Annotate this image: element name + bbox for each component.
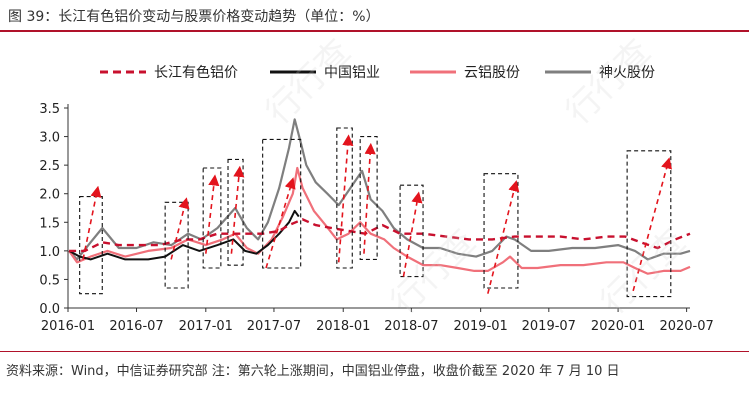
x-tick-label: 2019-01 (453, 319, 507, 334)
annotation-arrow (170, 197, 190, 260)
x-tick-label: 2018-07 (384, 319, 438, 334)
legend-label: 云铝股份 (464, 65, 520, 81)
annotation-box (79, 196, 103, 295)
annotation-box (359, 136, 378, 260)
annotation-box (483, 173, 519, 289)
y-tick-label: 1.5 (39, 216, 60, 231)
legend-label: 长江有色铝价 (154, 64, 238, 81)
annotation-arrow (82, 185, 102, 260)
x-tick-label: 2020-01 (591, 319, 645, 334)
y-tick-label: 0.5 (39, 273, 60, 288)
x-tick-label: 2016-01 (41, 319, 95, 334)
x-tick-label: 2017-01 (179, 319, 233, 334)
x-tick-label: 2017-07 (247, 319, 301, 334)
annotation-arrow (632, 157, 672, 292)
y-tick-label: 2.0 (39, 188, 60, 203)
y-tick-label: 2.5 (39, 159, 60, 174)
title-bar: 图 39：长江有色铝价变动与股票价格变动趋势（单位：%） (0, 0, 749, 32)
source-note: 资料来源：Wind，中信证券研究部 注：第六轮上涨期间，中国铝业停盘，收盘价截至… (6, 364, 620, 379)
y-tick-label: 0.0 (39, 302, 60, 317)
annotation-box (399, 184, 424, 278)
annotation-arrow (265, 177, 296, 269)
legend-label: 中国铝业 (324, 65, 380, 81)
annotation-box (227, 158, 244, 266)
x-tick-label: 2018-01 (316, 319, 370, 334)
annotation-arrow (205, 174, 220, 254)
annotation-box (202, 167, 222, 269)
figure-title: 图 39：长江有色铝价变动与股票价格变动趋势（单位：%） (8, 9, 380, 25)
annotation-box (262, 138, 302, 269)
cropped-line (0, 392, 749, 400)
annotation-box (626, 150, 672, 298)
y-tick-label: 3.5 (39, 102, 60, 117)
x-tick-label: 2020-07 (659, 319, 713, 334)
series-line-3 (68, 166, 691, 275)
annotation-box (336, 127, 353, 269)
annotation-box (164, 201, 189, 289)
y-tick-label: 1.0 (39, 245, 60, 260)
series-line-2 (68, 209, 300, 261)
x-tick-label: 2016-07 (109, 319, 163, 334)
legend-label: 神火股份 (599, 65, 655, 81)
x-tick-label: 2019-07 (522, 319, 576, 334)
annotation-arrow (337, 134, 354, 263)
source-divider (0, 351, 749, 374)
annotation-arrow (363, 142, 376, 254)
y-tick-label: 3.0 (39, 131, 60, 146)
annotation-arrow (487, 180, 520, 294)
line-chart: 0.0 0.5 1.0 1.5 2.0 2.5 3.0 3.5 2016-01 2016-07 20… (39, 64, 713, 334)
series-line-1 (69, 218, 691, 253)
